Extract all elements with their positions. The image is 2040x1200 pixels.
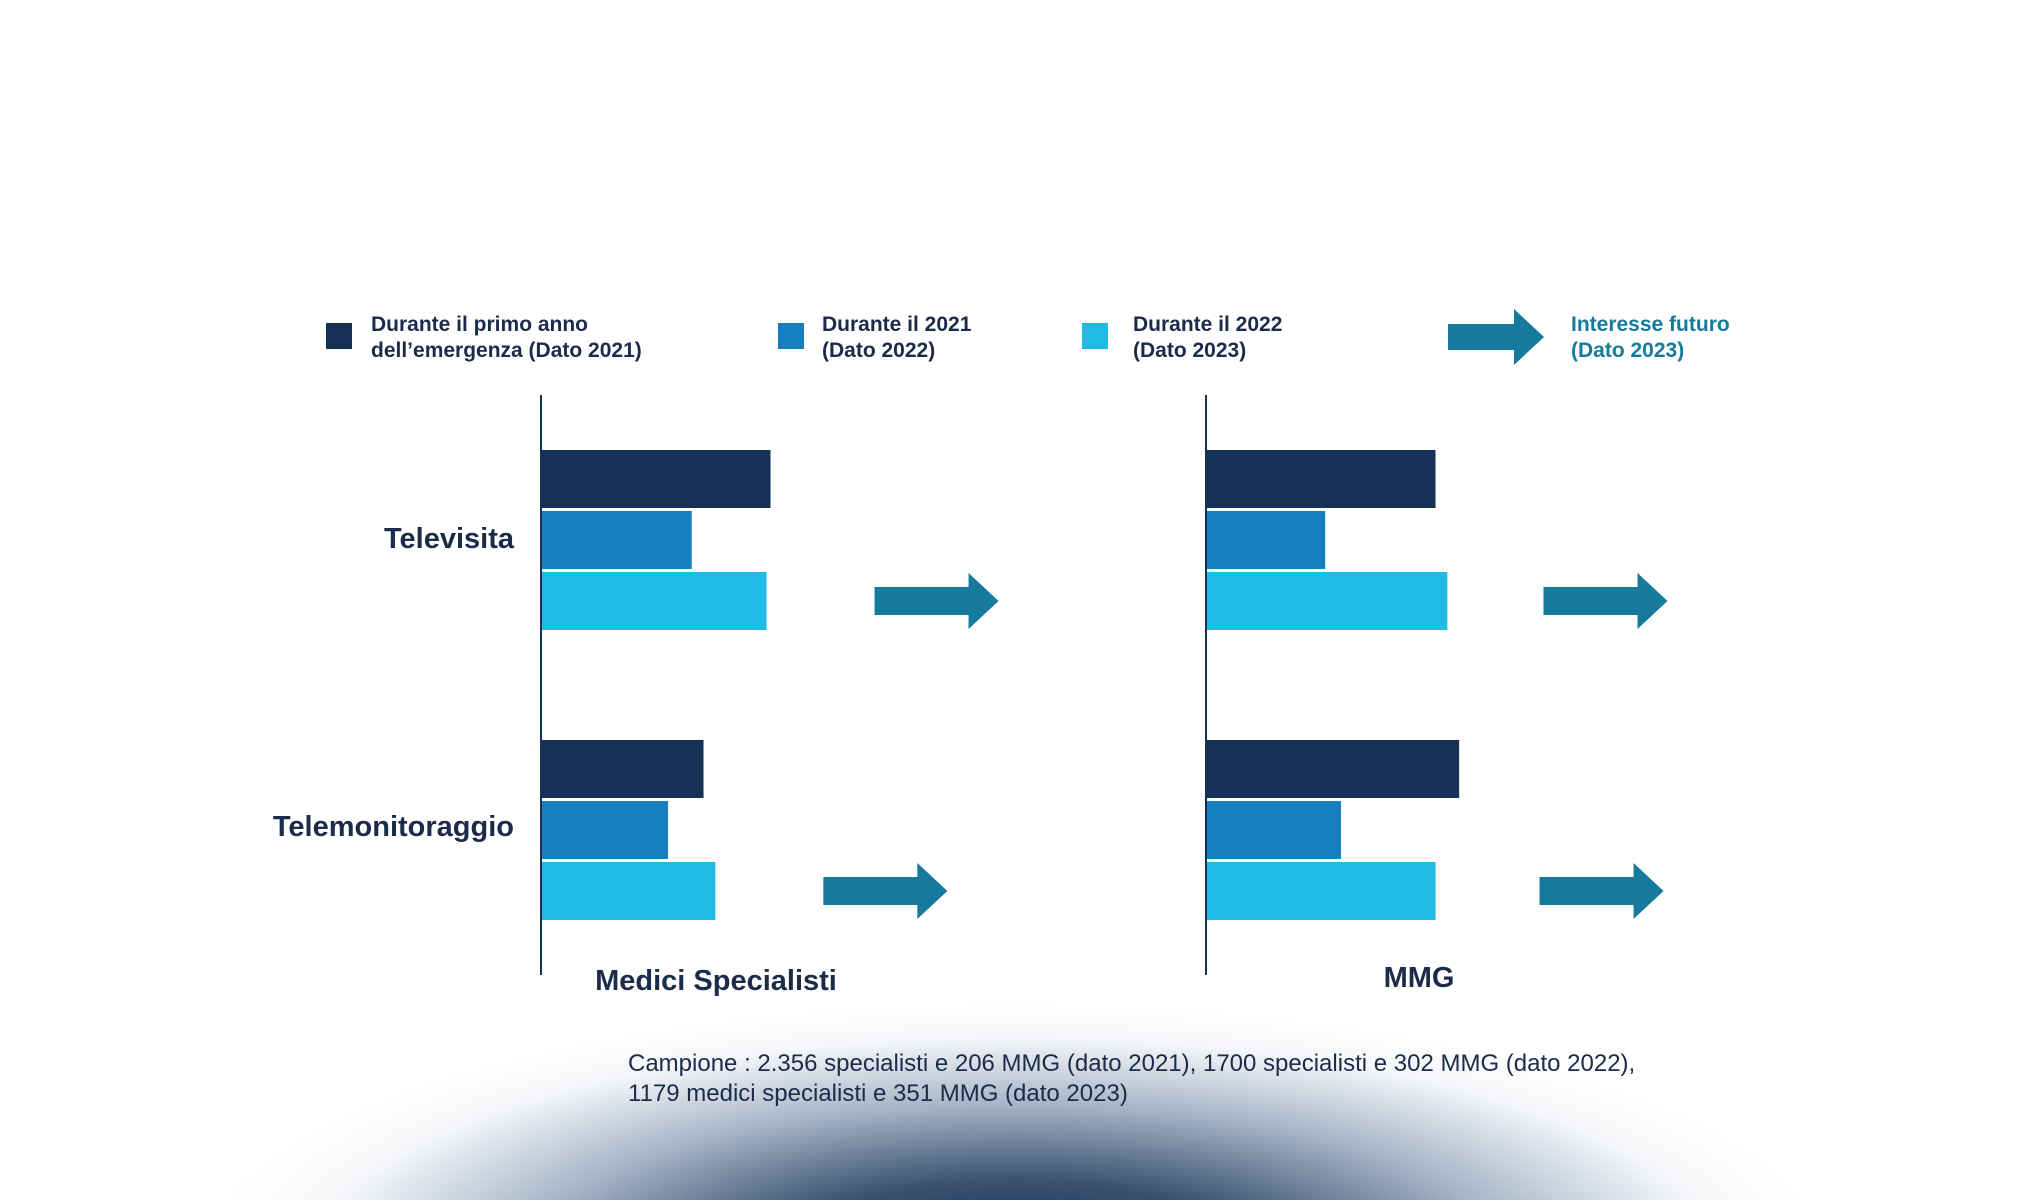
legend-label-4-line2: (Dato 2023) — [1571, 339, 1684, 362]
legend-label-3-line2: (Dato 2023) — [1133, 339, 1246, 362]
future-arrow-1-televisita — [874, 573, 999, 629]
legend-swatch-1 — [326, 323, 352, 349]
bar-1-televisita-3 — [542, 572, 767, 630]
bar-2-televisita-1 — [1207, 450, 1436, 508]
bar-2-televisita-3 — [1207, 572, 1448, 630]
future-arrow-1-telemonitoraggio — [823, 863, 948, 919]
legend-future-arrow-icon — [1448, 309, 1544, 365]
panel-1: Medici Specialisti — [540, 395, 999, 997]
footnote-line-2: 1179 medici specialisti e 351 MMG (dato … — [628, 1080, 1128, 1107]
bar-1-telemonitoraggio-1 — [542, 740, 704, 798]
bar-2-televisita-2 — [1207, 511, 1326, 569]
category-label-televisita: Televisita — [384, 523, 515, 555]
legend-swatch-3 — [1082, 323, 1108, 349]
legend-label-3-line1: Durante il 2022 — [1133, 313, 1282, 336]
future-arrow-2-telemonitoraggio — [1539, 863, 1664, 919]
panels: Medici Specialisti MMG — [540, 395, 1668, 997]
bar-1-telemonitoraggio-3 — [542, 862, 716, 920]
legend-label-1-line2: dell’emergenza (Dato 2021) — [371, 339, 642, 362]
footnote-line-1: Campione : 2.356 specialisti e 206 MMG (… — [628, 1050, 1636, 1077]
bar-1-televisita-1 — [542, 450, 771, 508]
category-label-telemonitoraggio: Telemonitoraggio — [273, 811, 514, 843]
legend-label-2-line2: (Dato 2022) — [822, 339, 935, 362]
bar-1-televisita-2 — [542, 511, 692, 569]
legend-swatch-2 — [778, 323, 804, 349]
legend-label-1-line1: Durante il primo anno — [371, 313, 588, 336]
panel-2: MMG — [1205, 395, 1668, 994]
panel-title-1: Medici Specialisti — [595, 965, 837, 997]
bar-2-telemonitoraggio-2 — [1207, 801, 1341, 859]
legend: Durante il primo anno dell’emergenza (Dat… — [326, 309, 1730, 365]
future-arrow-2-televisita — [1543, 573, 1668, 629]
sample-footnote: Campione : 2.356 specialisti e 206 MMG (… — [628, 1049, 1928, 1109]
panel-title-2: MMG — [1384, 962, 1455, 994]
category-labels: Televisita Telemonitoraggio — [273, 523, 515, 843]
legend-label-2-line1: Durante il 2021 — [822, 313, 972, 336]
bar-2-telemonitoraggio-3 — [1207, 862, 1436, 920]
bar-1-telemonitoraggio-2 — [542, 801, 669, 859]
bar-2-telemonitoraggio-1 — [1207, 740, 1460, 798]
legend-label-4-line1: Interesse futuro — [1571, 313, 1730, 336]
